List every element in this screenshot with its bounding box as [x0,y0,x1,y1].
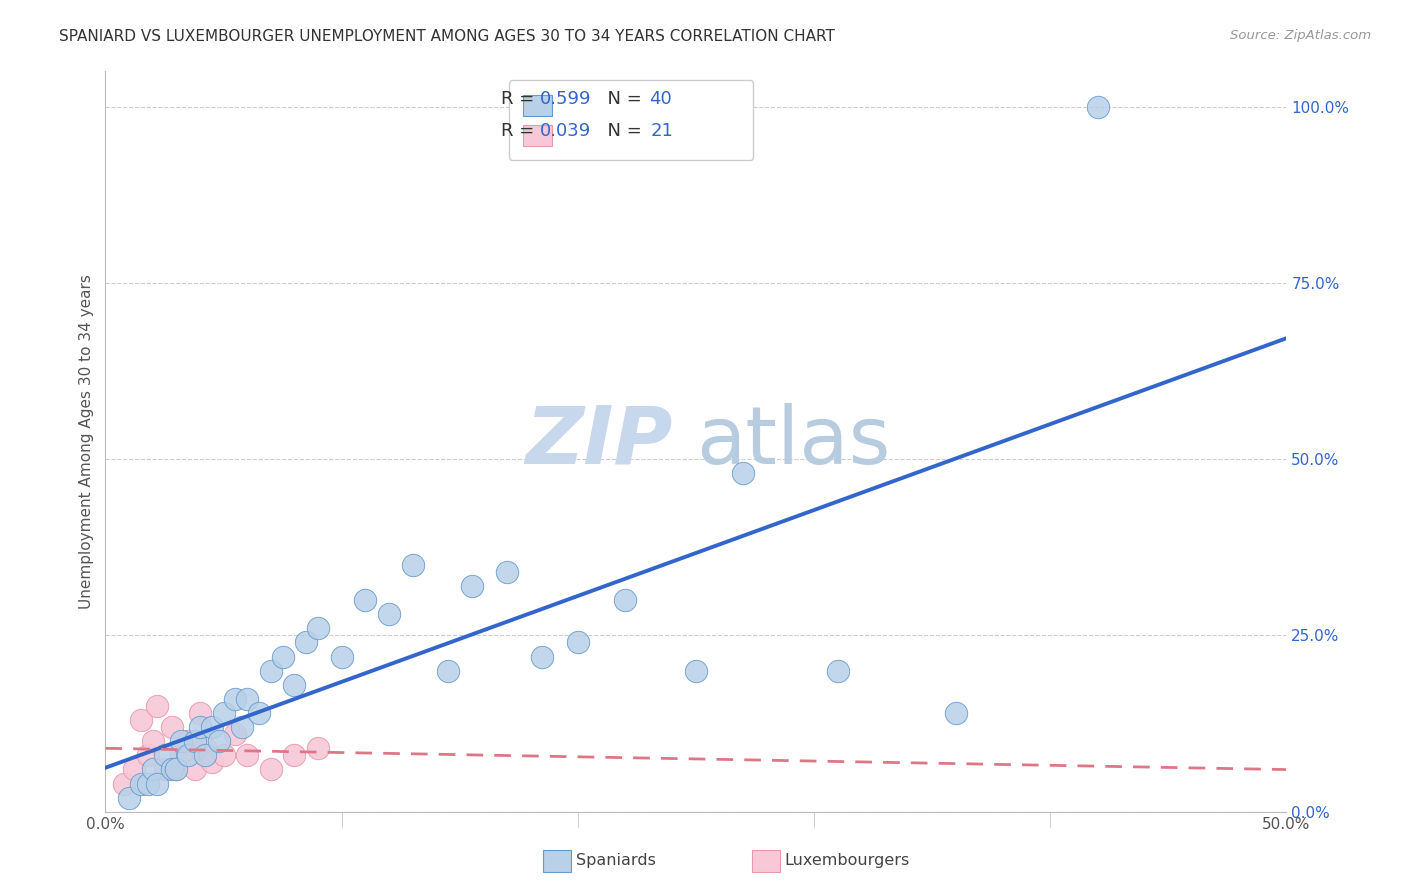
Text: SPANIARD VS LUXEMBOURGER UNEMPLOYMENT AMONG AGES 30 TO 34 YEARS CORRELATION CHAR: SPANIARD VS LUXEMBOURGER UNEMPLOYMENT AM… [59,29,835,45]
Text: 0.039: 0.039 [540,121,592,139]
Point [567,635,589,649]
Point [1087,100,1109,114]
Point [112,776,135,790]
Point [160,720,183,734]
Point [614,593,637,607]
Point [208,734,231,748]
Point [146,698,169,713]
Point [531,649,554,664]
Point [236,748,259,763]
Point [194,748,217,763]
Point [354,593,377,607]
Y-axis label: Unemployment Among Ages 30 to 34 years: Unemployment Among Ages 30 to 34 years [79,274,94,609]
Point [165,763,187,777]
Point [224,727,246,741]
Text: R =: R = [501,90,540,108]
Point [142,734,165,748]
Point [146,776,169,790]
Text: Source: ZipAtlas.com: Source: ZipAtlas.com [1230,29,1371,43]
Point [224,692,246,706]
Point [212,748,235,763]
Point [177,748,200,763]
Point [136,748,159,763]
Point [236,692,259,706]
Point [260,763,283,777]
Point [129,713,152,727]
Point [295,635,318,649]
Point [460,579,482,593]
Legend:                               ,                               : , [509,80,754,160]
Point [283,678,305,692]
Point [165,763,187,777]
Point [201,756,224,770]
Point [401,558,423,572]
Text: atlas: atlas [696,402,890,481]
Point [153,763,176,777]
Point [307,621,329,635]
Point [153,748,176,763]
Point [945,706,967,720]
Text: Spaniards: Spaniards [576,854,657,868]
Point [260,664,283,678]
Point [201,720,224,734]
Point [160,763,183,777]
Point [733,467,755,481]
Point [194,741,217,756]
Point [496,565,519,579]
Point [827,664,849,678]
Point [170,734,193,748]
Point [136,776,159,790]
Point [685,664,707,678]
Point [247,706,270,720]
Point [122,763,145,777]
Point [170,748,193,763]
Point [129,776,152,790]
Point [142,763,165,777]
Point [177,734,200,748]
Point [307,741,329,756]
Point [188,706,211,720]
Point [283,748,305,763]
Point [231,720,253,734]
Point [184,734,207,748]
Text: 40: 40 [648,90,672,108]
Point [184,763,207,777]
Text: Luxembourgers: Luxembourgers [785,854,910,868]
Point [118,790,141,805]
Point [212,706,235,720]
Text: ZIP: ZIP [524,402,672,481]
Text: R =: R = [501,121,540,139]
Point [188,720,211,734]
Text: 21: 21 [651,121,673,139]
Point [378,607,401,622]
Text: N =: N = [596,90,647,108]
Text: N =: N = [596,121,647,139]
Text: 0.599: 0.599 [540,90,592,108]
Point [437,664,460,678]
Point [271,649,294,664]
Point [330,649,353,664]
